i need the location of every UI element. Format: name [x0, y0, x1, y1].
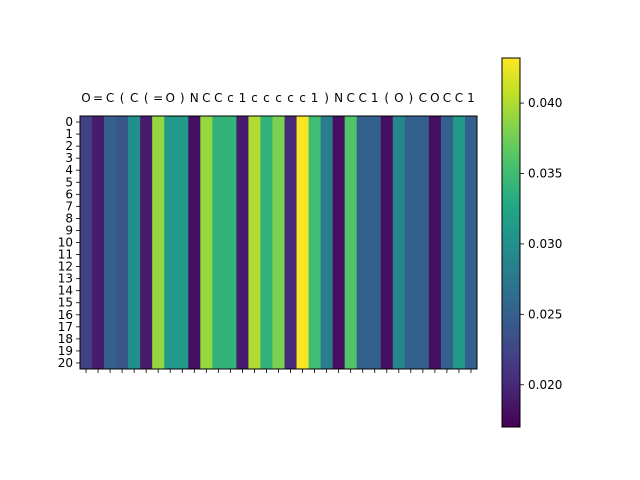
heatmap-column-32: [464, 116, 478, 369]
x-tick-label: =: [93, 91, 103, 105]
x-tick-label: =: [153, 91, 163, 105]
heatmap-column-18: [296, 116, 309, 369]
heatmap-column-21: [332, 116, 346, 369]
colorbar: [501, 57, 521, 428]
heatmap-column-22: [344, 116, 358, 369]
colorbar-tick-label: 0.040: [528, 96, 562, 110]
heatmap-column-25: [380, 116, 394, 369]
colorbar-tick-label: 0.025: [528, 307, 562, 321]
y-tick-label: 20: [58, 356, 73, 370]
x-tick-label: 1: [467, 91, 475, 105]
x-tick-label: O: [166, 91, 175, 105]
x-tick-label: (: [144, 91, 149, 105]
x-tick-label: C: [455, 91, 463, 105]
heatmap-column-2: [104, 116, 117, 369]
y-tick-label: 9: [65, 223, 73, 237]
heatmap-column-28: [416, 116, 430, 369]
x-tick-label: 1: [371, 91, 379, 105]
x-tick-label: C: [202, 91, 210, 105]
x-tick-label: C: [214, 91, 222, 105]
heatmap-column-24: [368, 116, 382, 369]
heatmap-column-29: [428, 116, 442, 369]
x-tick-label: N: [190, 91, 199, 105]
heatmap-column-20: [320, 116, 334, 369]
x-tick-label: O: [394, 91, 403, 105]
x-tick-label: (: [120, 91, 125, 105]
y-tick-label: 14: [58, 284, 73, 298]
x-tick-label: ): [180, 91, 185, 105]
x-tick-label: C: [443, 91, 451, 105]
y-tick-label: 17: [58, 320, 73, 334]
x-tick-label: c: [275, 91, 282, 105]
y-tick-label: 15: [58, 296, 73, 310]
heatmap-column-4: [128, 116, 141, 369]
heatmap-column-26: [392, 116, 406, 369]
y-tick-label: 4: [65, 163, 73, 177]
x-tick-label: c: [251, 91, 258, 105]
heatmap-column-14: [248, 116, 261, 369]
x-tick-label: c: [299, 91, 306, 105]
y-tick-label: 8: [65, 211, 73, 225]
y-tick-label: 11: [58, 248, 73, 262]
x-tick-label: ): [324, 91, 329, 105]
y-tick-label: 2: [65, 139, 73, 153]
y-tick-label: 6: [65, 187, 73, 201]
heatmap-column-19: [308, 116, 322, 369]
heatmap-column-8: [176, 116, 189, 369]
x-tick-label: 1: [239, 91, 247, 105]
y-tick-label: 7: [65, 199, 73, 213]
y-tick-label: 5: [65, 175, 73, 189]
heatmap-column-23: [356, 116, 370, 369]
colorbar-ticks: 0.020 0.025 0.030 0.035 0.040: [520, 96, 562, 392]
colorbar-tick-label: 0.030: [528, 237, 562, 251]
x-tick-label: O: [430, 91, 439, 105]
heatmap-cells: [80, 116, 478, 369]
heatmap-column-16: [272, 116, 285, 369]
x-tick-label: (: [384, 91, 389, 105]
colorbar-tick-label: 0.035: [528, 166, 562, 180]
x-tick-label: c: [287, 91, 294, 105]
heatmap-column-1: [92, 116, 105, 369]
x-tick-label: 1: [311, 91, 319, 105]
heatmap-column-3: [116, 116, 129, 369]
heatmap-column-15: [260, 116, 273, 369]
heatmap-column-5: [140, 116, 153, 369]
x-tick-label: O: [81, 91, 90, 105]
heatmap-column-6: [152, 116, 165, 369]
heatmap-column-27: [404, 116, 418, 369]
y-tick-label: 13: [58, 272, 73, 286]
x-tick-label: N: [334, 91, 343, 105]
heatmap-column-30: [440, 116, 454, 369]
x-tick-label: C: [359, 91, 367, 105]
x-tick-label: C: [130, 91, 138, 105]
x-tick-label: C: [346, 91, 354, 105]
colorbar-tick-label: 0.020: [528, 378, 562, 392]
heatmap-column-0: [80, 116, 93, 369]
heatmap-column-7: [164, 116, 177, 369]
x-tick-label: C: [419, 91, 427, 105]
heatmap-column-13: [236, 116, 249, 369]
x-tick-label: c: [227, 91, 234, 105]
y-tick-label: 16: [58, 308, 73, 322]
heatmap-column-10: [200, 116, 213, 369]
heatmap-column-17: [284, 116, 297, 369]
heatmap-column-12: [224, 116, 237, 369]
y-tick-label: 1: [65, 127, 73, 141]
y-tick-label: 19: [58, 344, 73, 358]
heatmap-column-31: [452, 116, 466, 369]
y-tick-label: 3: [65, 151, 73, 165]
y-tick-label: 0: [65, 115, 73, 129]
y-tick-label: 18: [58, 332, 73, 346]
x-tick-label: C: [106, 91, 114, 105]
y-tick-label: 12: [58, 260, 73, 274]
heatmap-column-9: [188, 116, 201, 369]
x-tick-label: ): [408, 91, 413, 105]
heatmap-column-11: [212, 116, 225, 369]
x-tick-label: c: [263, 91, 270, 105]
y-tick-label: 10: [58, 236, 73, 250]
